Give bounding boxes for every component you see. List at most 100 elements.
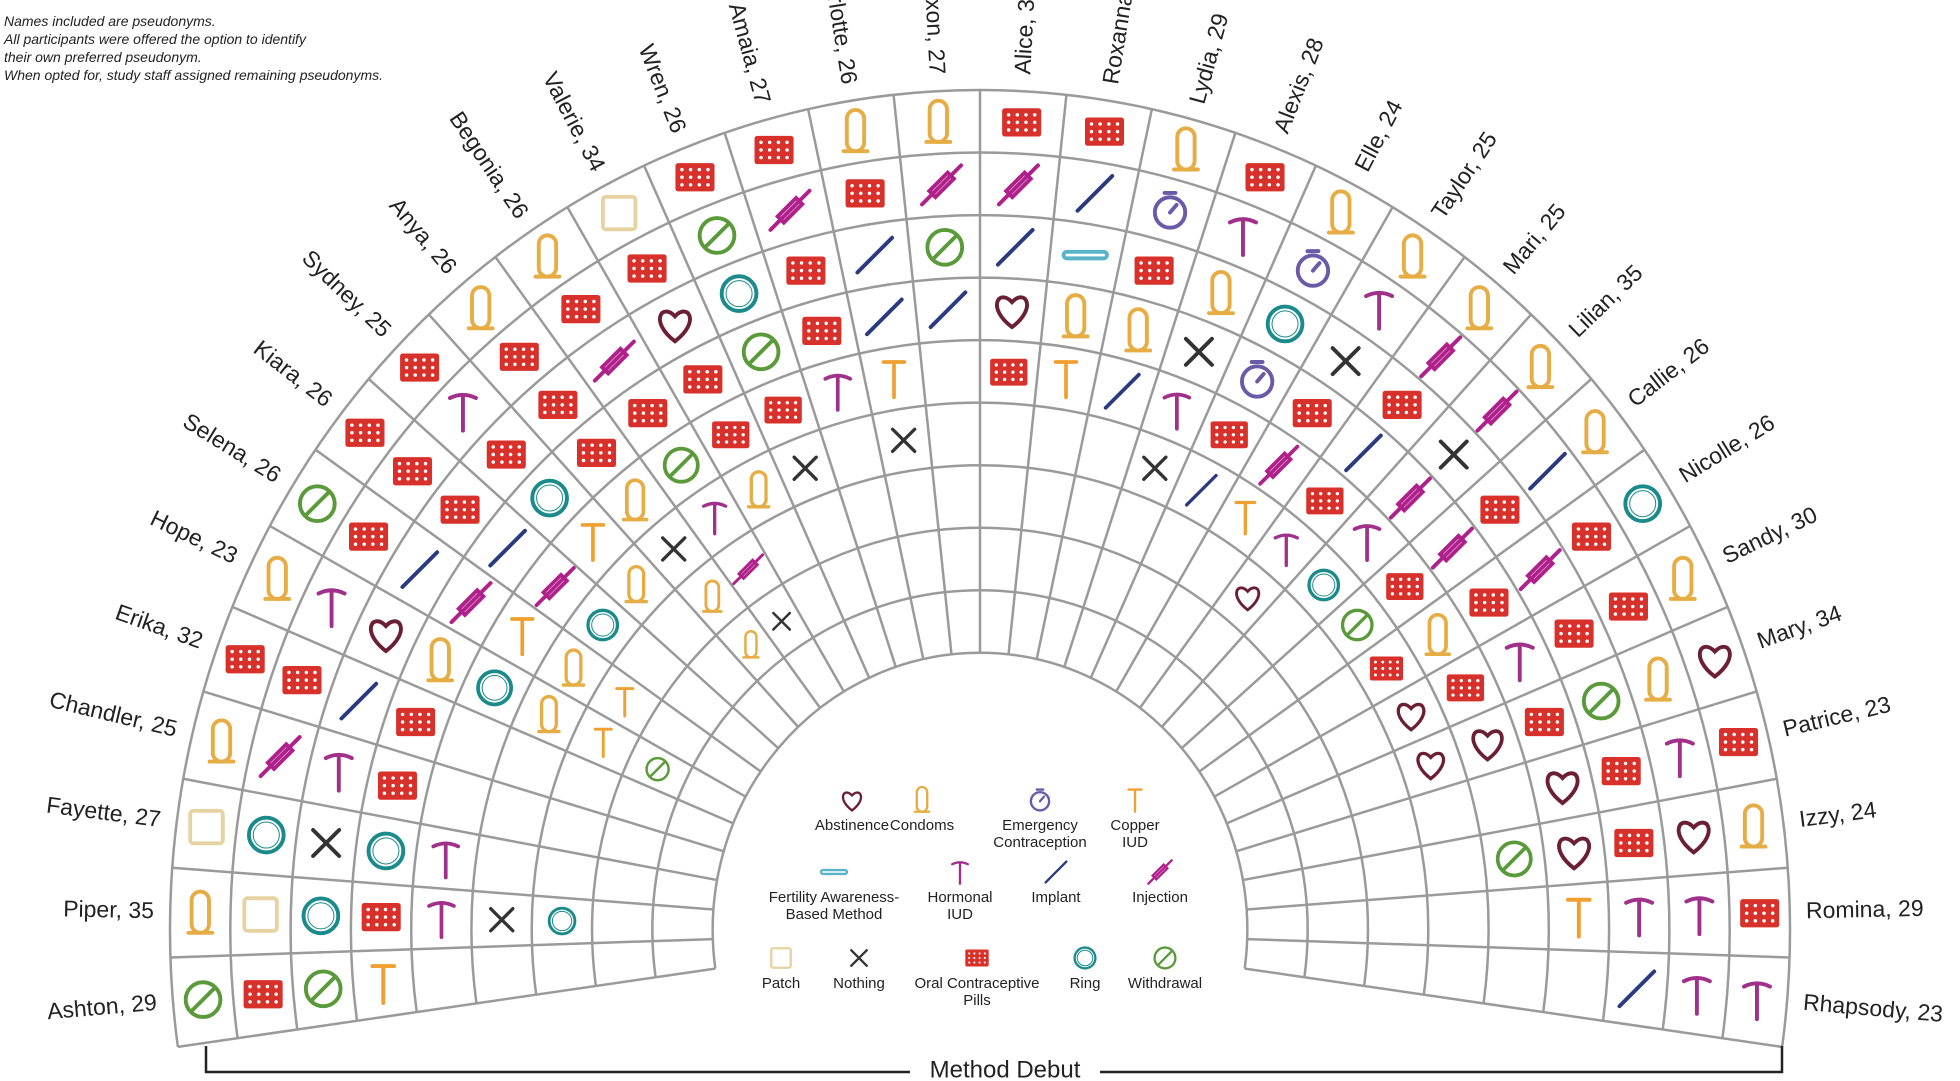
legend-label: IUD (1122, 834, 1148, 851)
glyph-part (1581, 681, 1621, 721)
glyph-part (632, 266, 636, 271)
glyph-part (1395, 482, 1426, 514)
glyph-part (1546, 727, 1551, 732)
glyph-part (1345, 613, 1370, 637)
legend-item: Withdrawal (1128, 946, 1202, 992)
glyph-part (1231, 440, 1236, 444)
spoke (1213, 524, 1691, 798)
method-icon (624, 564, 649, 604)
glyph-part (650, 411, 654, 415)
glyph-part (353, 534, 358, 539)
glyph-part (741, 332, 781, 372)
glyph-part (1501, 845, 1528, 873)
glyph-part (1390, 584, 1395, 589)
glyph-part (1571, 522, 1611, 551)
method-icon (1545, 771, 1580, 806)
spoke (892, 94, 953, 655)
glyph-part (648, 760, 667, 778)
spoke (1180, 377, 1593, 750)
glyph-part (1250, 183, 1254, 187)
glyph-part (925, 227, 965, 267)
method-icon (370, 964, 397, 1005)
glyph-part (1306, 411, 1310, 415)
participant-name: Mary, 34 (1754, 600, 1846, 654)
spoke (1246, 866, 1788, 911)
glyph-part (876, 199, 880, 203)
method-icon (1386, 573, 1424, 601)
method-icon (1438, 439, 1469, 470)
glyph-part (1619, 841, 1623, 845)
glyph-part (1622, 612, 1626, 616)
glyph-part (423, 461, 428, 466)
glyph-part (983, 961, 986, 964)
glyph-part (409, 712, 414, 717)
glyph-part (683, 365, 723, 394)
glyph-part (1554, 619, 1594, 648)
glyph-part (1258, 175, 1263, 179)
glyph-part (1015, 113, 1020, 117)
glyph-part (650, 403, 654, 408)
glyph-part (1619, 833, 1623, 838)
glyph-part (547, 906, 577, 936)
method-icon (400, 550, 440, 589)
glyph-part (1459, 686, 1463, 690)
glyph-part (1011, 370, 1015, 374)
glyph-part (586, 608, 620, 642)
glyph-part (1002, 363, 1007, 367)
glyph-part (791, 261, 795, 265)
glyph-part (569, 403, 573, 407)
method-icon (1566, 897, 1592, 939)
legend-item: Implant (1031, 860, 1081, 906)
participant-name: Erika, 32 (112, 599, 206, 654)
glyph-part (246, 815, 286, 855)
glyph-part (1396, 673, 1400, 677)
glyph-part (658, 274, 662, 278)
glyph-part (1636, 841, 1640, 845)
glyph-part (777, 415, 781, 419)
glyph-part (736, 558, 760, 581)
glyph-part (583, 314, 587, 319)
glyph-part (1148, 276, 1152, 280)
glyph-part (508, 445, 513, 449)
glyph-part (1139, 276, 1143, 280)
legend-icon (1044, 860, 1068, 884)
glyph-part (1681, 975, 1712, 1016)
glyph-part (574, 314, 579, 319)
glyph-part (471, 500, 475, 504)
glyph-part (973, 961, 976, 964)
glyph-part (500, 452, 504, 457)
glyph-part (1762, 911, 1766, 915)
glyph-part (1602, 534, 1607, 539)
glyph-part (248, 1000, 252, 1004)
glyph-part (1388, 667, 1392, 670)
glyph-part (920, 163, 964, 207)
glyph-part (777, 401, 781, 405)
glyph-part (1098, 137, 1102, 141)
glyph-part (1504, 642, 1535, 683)
glyph-part (508, 460, 513, 464)
method-icon (1739, 803, 1768, 849)
glyph-part (1264, 450, 1294, 480)
glyph-part (1511, 515, 1515, 520)
glyph-part (759, 140, 763, 145)
glyph-part (257, 1000, 261, 1004)
glyph-part (1495, 840, 1533, 878)
method-icon (1557, 836, 1592, 871)
glyph-part (1631, 604, 1635, 609)
method-icon (186, 889, 215, 935)
glyph-part (1647, 656, 1669, 702)
method-icon (841, 107, 870, 154)
glyph-part (282, 666, 322, 695)
method-icon (658, 309, 692, 344)
glyph-part (845, 179, 885, 208)
glyph-part (659, 403, 663, 408)
glyph-part (701, 501, 728, 536)
glyph-part (867, 199, 872, 203)
glyph-part (688, 385, 692, 389)
glyph-part (1215, 433, 1219, 437)
glyph-part (371, 527, 375, 531)
glyph-part (379, 542, 384, 546)
glyph-part (1297, 403, 1301, 408)
glyph-part (697, 167, 702, 172)
glyph-part (815, 321, 820, 326)
